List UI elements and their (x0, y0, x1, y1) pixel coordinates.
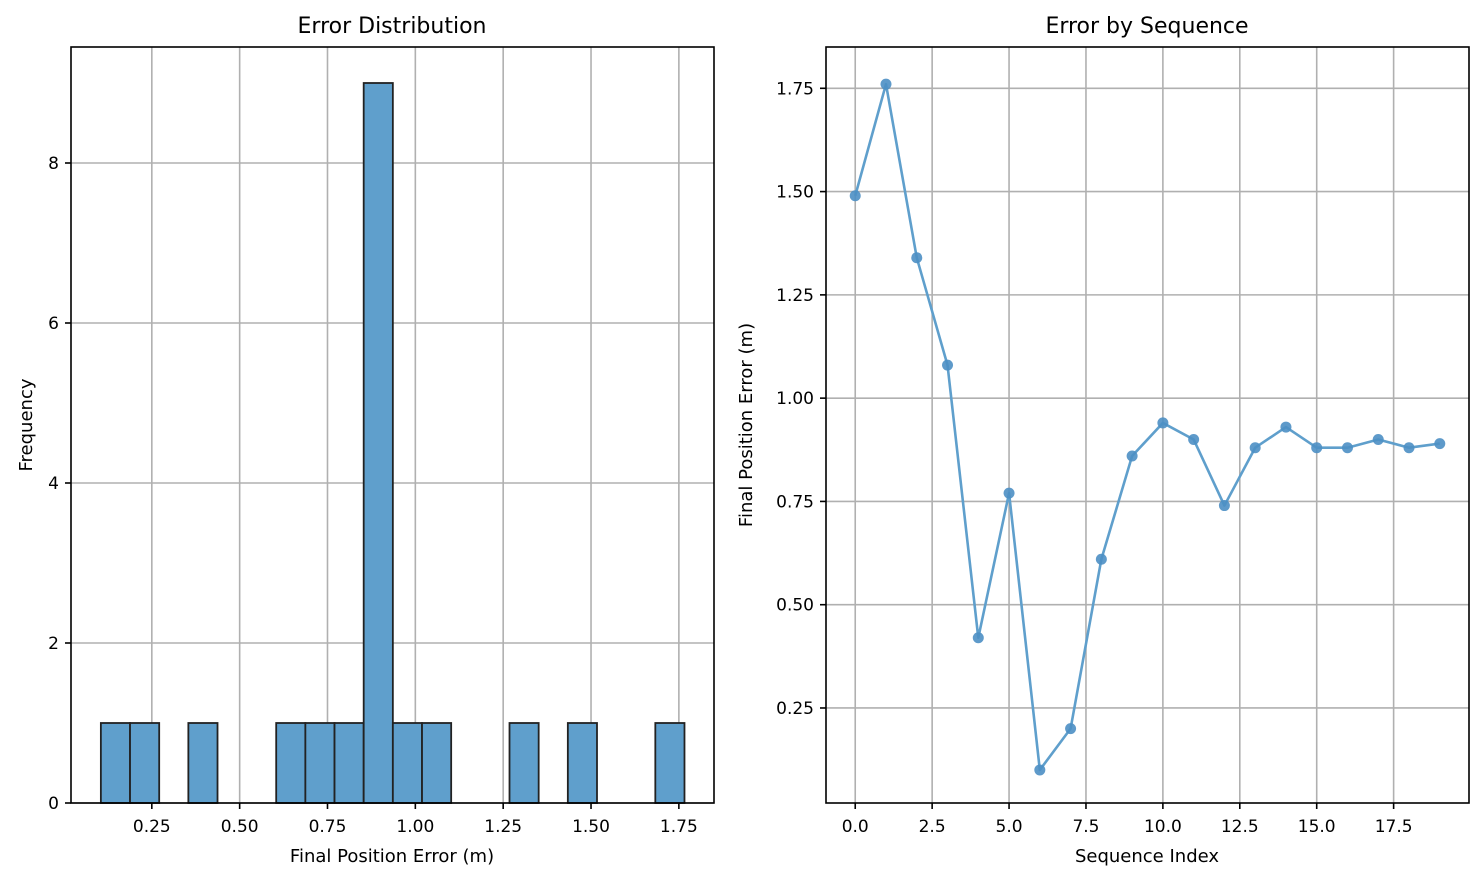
error-data-point (849, 190, 861, 202)
error-data-point (1372, 433, 1384, 445)
histogram-bar (421, 722, 453, 804)
histogram-bar (304, 722, 336, 804)
histogram-bar (333, 722, 365, 804)
x-tick-label: 0.50 (221, 817, 259, 837)
x-tick-label: 10.0 (1144, 817, 1182, 837)
error-data-point (1249, 442, 1261, 454)
x-tick-label: 15.0 (1298, 817, 1336, 837)
x-tick-label: 1.25 (484, 817, 522, 837)
sequence-title: Error by Sequence (1045, 14, 1248, 39)
error-data-point (911, 252, 923, 264)
error-series-line (853, 82, 1440, 772)
histogram-bar (654, 722, 686, 804)
x-tick-label: 1.75 (660, 817, 698, 837)
histogram-bar (508, 722, 540, 804)
x-tick-label: 0.25 (133, 817, 171, 837)
y-tick-label: 1.25 (776, 286, 814, 306)
y-tick-label: 2 (48, 634, 59, 654)
error-data-point (1280, 421, 1292, 433)
y-tick-label: 6 (48, 314, 59, 334)
y-tick-label: 0.50 (776, 596, 814, 616)
histogram-bar (129, 722, 161, 804)
error-data-point (1341, 442, 1353, 454)
histogram-bar (99, 722, 131, 804)
y-tick-label: 0.75 (776, 492, 814, 512)
y-tick-label: 1.00 (776, 389, 814, 409)
sequence-panel: Error by Sequence 0.0 2.5 5.0 7.5 10.0 12.5 15… (736, 14, 1470, 867)
error-data-point (1311, 442, 1323, 454)
x-tick-label: 7.5 (1072, 817, 1099, 837)
histogram-bar (187, 722, 219, 804)
sequence-ylabel: Final Position Error (m) (736, 323, 757, 527)
x-tick-label: 12.5 (1221, 817, 1259, 837)
error-data-point (1095, 553, 1107, 565)
x-tick-label: 5.0 (996, 817, 1023, 837)
histogram-frame (70, 46, 715, 804)
error-data-point (1218, 500, 1230, 512)
histogram-bar (566, 722, 598, 804)
y-tick-label: 1.75 (776, 79, 814, 99)
error-data-point (1065, 723, 1077, 735)
histogram-xlabel: Final Position Error (m) (290, 846, 494, 867)
histogram-title: Error Distribution (298, 14, 487, 39)
y-tick-label: 0 (48, 794, 59, 814)
histogram-bar (391, 722, 423, 804)
error-data-point (880, 78, 892, 90)
x-tick-label: 1.50 (572, 817, 610, 837)
error-data-point (1403, 442, 1415, 454)
sequence-xlabel: Sequence Index (1075, 846, 1219, 867)
y-tick-label: 4 (48, 474, 59, 494)
y-tick-label: 0.25 (776, 699, 814, 719)
error-data-point (1003, 487, 1015, 499)
error-data-point (942, 359, 954, 371)
x-tick-label: 2.5 (919, 817, 946, 837)
sequence-frame (825, 46, 1470, 804)
histogram-bar (275, 722, 307, 804)
y-tick-label: 1.50 (776, 183, 814, 203)
error-data-point (1126, 450, 1138, 462)
error-data-point (1434, 438, 1446, 450)
histogram-ylabel: Frequency (16, 378, 37, 471)
error-data-point (1188, 433, 1200, 445)
x-tick-label: 0.75 (309, 817, 347, 837)
error-data-point (972, 632, 984, 644)
x-tick-label: 1.00 (396, 817, 434, 837)
x-tick-label: 17.5 (1375, 817, 1413, 837)
x-tick-label: 0.0 (842, 817, 869, 837)
histogram-panel: Error Distribution 0.25 0.50 0.75 1.00 1.25 1… (16, 14, 715, 867)
error-data-point (1157, 417, 1169, 429)
error-data-point (1034, 764, 1046, 776)
histogram-bar (362, 82, 394, 804)
y-tick-label: 8 (48, 154, 59, 174)
